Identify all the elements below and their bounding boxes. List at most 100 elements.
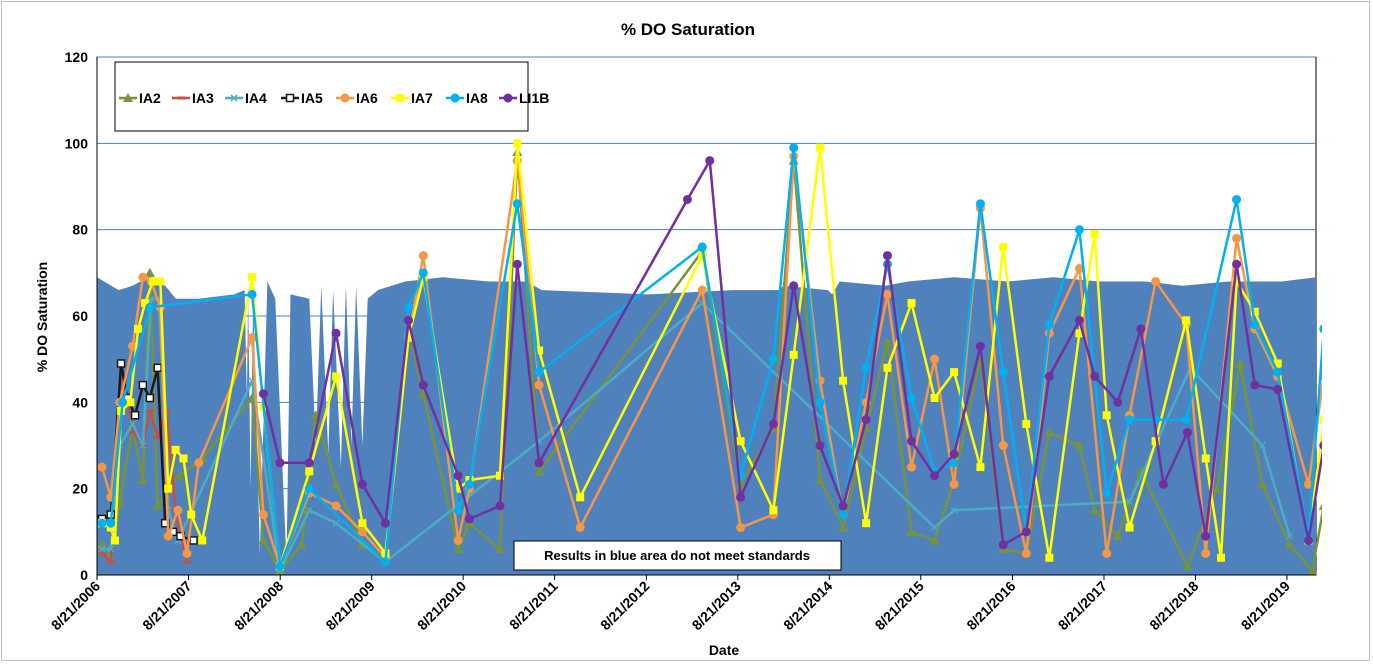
data-point-li1b	[1074, 315, 1084, 325]
y-tick-label: 60	[72, 308, 88, 324]
data-point-ia6	[1201, 548, 1211, 558]
data-point-ia2	[144, 267, 155, 277]
data-point-ia7	[111, 536, 120, 545]
data-point-li1b	[815, 441, 825, 450]
data-point-ia2	[1235, 358, 1246, 368]
y-tick-label: 0	[80, 567, 88, 583]
data-point-ia7	[1273, 359, 1282, 368]
data-point-ia8	[1102, 488, 1112, 498]
data-point-li1b	[998, 540, 1008, 550]
data-point-li1b	[882, 251, 892, 261]
data-point-ia7	[930, 394, 939, 403]
data-point-ia6	[736, 523, 746, 533]
y-tick-label: 80	[72, 222, 88, 238]
data-point-ia6	[1151, 276, 1161, 286]
data-point-ia4	[1126, 498, 1134, 506]
data-point-ia2	[1212, 483, 1223, 493]
data-point-ia8	[697, 242, 707, 252]
data-point-ia5	[130, 411, 140, 420]
legend-marker-ia3	[177, 96, 185, 100]
legend-label-ia7: IA7	[411, 90, 433, 106]
data-point-ia4	[950, 506, 958, 514]
data-point-ia8	[949, 458, 959, 468]
data-point-ia7	[1232, 277, 1241, 286]
data-point-ia2	[1257, 479, 1268, 489]
data-point-ia7	[999, 242, 1008, 251]
data-point-ia7	[1201, 454, 1210, 463]
data-point-ia6	[163, 531, 173, 541]
legend-marker-ia4	[230, 94, 238, 102]
series-ia5	[97, 359, 198, 545]
data-point-ia6	[357, 527, 367, 537]
data-point-ia7	[789, 350, 798, 359]
data-point-ia7	[179, 454, 188, 463]
data-point-li1b	[357, 479, 367, 489]
data-point-ia6	[173, 505, 183, 515]
data-point-ia8	[534, 367, 544, 377]
series-line-ia4	[102, 297, 1291, 572]
data-point-ia3	[182, 560, 191, 564]
data-point-ia6	[1021, 548, 1031, 558]
data-point-ia8	[145, 302, 155, 312]
data-point-ia8	[907, 393, 917, 403]
legend-marker-ia6	[340, 93, 350, 103]
x-tick-label: 8/21/2008	[231, 578, 287, 634]
data-point-li1b	[495, 501, 505, 511]
data-point-ia6	[1102, 548, 1112, 558]
data-point-ia6	[1232, 233, 1242, 243]
x-tick-label: 8/21/2011	[506, 578, 561, 633]
data-point-li1b	[1182, 428, 1192, 438]
data-point-li1b	[1232, 259, 1242, 269]
data-point-li1b	[838, 501, 848, 511]
data-point-li1b	[418, 380, 428, 390]
data-point-ia5	[116, 359, 126, 368]
y-tick-label: 40	[72, 394, 88, 410]
data-point-ia7	[305, 467, 314, 476]
y-tick-label: 120	[65, 49, 89, 65]
legend-label-ia6: IA6	[356, 90, 378, 106]
data-point-ia7	[198, 536, 207, 545]
legend-marker-ia7	[396, 94, 404, 102]
data-point-ia6	[1074, 264, 1084, 274]
data-point-li1b	[512, 259, 522, 269]
data-point-ia8	[1074, 225, 1084, 235]
data-point-ia7	[126, 398, 135, 407]
data-point-ia6	[138, 272, 148, 282]
data-point-ia4	[1258, 441, 1266, 450]
legend-marker-ia2	[123, 93, 133, 102]
data-point-ia6	[418, 251, 428, 261]
data-point-ia2	[906, 526, 917, 536]
data-point-ia6	[949, 479, 959, 489]
x-tick-label: 8/21/2013	[689, 578, 745, 634]
data-point-ia3	[98, 551, 107, 555]
data-point-ia4	[332, 519, 340, 527]
data-point-ia6	[998, 441, 1008, 450]
data-point-li1b	[1201, 531, 1211, 541]
data-point-ia5	[189, 536, 198, 545]
data-point-li1b	[930, 471, 940, 481]
data-point-ia8	[404, 302, 414, 312]
data-point-ia3	[145, 409, 154, 413]
data-point-ia7	[576, 493, 585, 502]
data-point-ia7	[736, 437, 745, 446]
data-point-ia8	[275, 561, 285, 571]
data-point-ia2	[882, 336, 893, 346]
data-point-ia7	[1217, 553, 1226, 562]
data-point-ia4	[305, 506, 313, 514]
legend-label-ia5: IA5	[301, 90, 323, 106]
data-point-ia7	[187, 510, 196, 519]
data-point-ia2	[929, 535, 940, 545]
data-point-li1b	[1303, 535, 1313, 545]
data-point-ia6	[697, 285, 707, 295]
data-point-ia7	[883, 363, 892, 372]
data-point-ia7	[1022, 419, 1031, 428]
data-point-li1b	[1021, 527, 1031, 537]
x-tick-label: 8/21/2009	[322, 578, 378, 634]
data-point-ia4	[1286, 532, 1294, 540]
data-point-li1b	[789, 281, 799, 291]
data-point-ia8	[380, 557, 390, 567]
data-point-ia7	[976, 463, 985, 472]
note-box	[513, 540, 842, 571]
data-point-li1b	[380, 518, 390, 528]
data-point-ia8	[97, 518, 107, 528]
